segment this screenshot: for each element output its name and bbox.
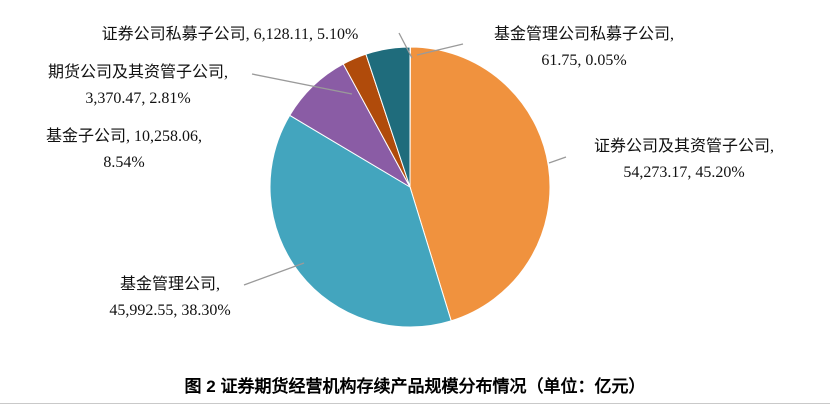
label-line: 证券公司及其资管子公司, xyxy=(593,138,774,155)
label-line: 基金子公司, 10,258.06, xyxy=(45,128,202,145)
label-line: 证券公司私募子公司, 6,128.11, 5.10% xyxy=(101,26,359,43)
leader-line-fund-pe xyxy=(416,43,464,56)
pie-slices xyxy=(269,46,551,328)
slice-label-fund-management: 基金管理公司, 45,992.55, 38.30% xyxy=(86,272,254,324)
leader-line-securities xyxy=(548,156,567,164)
slice-label-futures-companies: 期货公司及其资管子公司, 3,370.47, 2.81% xyxy=(26,60,250,112)
label-line: 期货公司及其资管子公司, xyxy=(47,64,228,81)
slice-label-fund-pe-subsidiary: 基金管理公司私募子公司, 61.75, 0.05% xyxy=(460,22,708,74)
pie-slice-3 xyxy=(269,114,452,328)
figure-caption: 图 2 证券期货经营机构存续产品规模分布情况（单位：亿元） xyxy=(184,377,646,396)
label-line: 基金管理公司私募子公司, xyxy=(493,26,674,43)
leader-lines xyxy=(243,32,567,286)
label-line: 3,370.47, 2.81% xyxy=(85,90,191,107)
slice-label-fund-subsidiary: 基金子公司, 10,258.06, 8.54% xyxy=(26,124,222,176)
page-divider xyxy=(0,403,830,404)
slice-label-securities-pe-subsidiary: 证券公司私募子公司, 6,128.11, 5.10% xyxy=(60,22,400,48)
label-line: 61.75, 0.05% xyxy=(541,52,627,69)
pie-chart-svg xyxy=(243,32,567,328)
label-line: 8.54% xyxy=(103,154,145,171)
leader-line-securities-pe xyxy=(398,32,413,59)
leader-line-fund-mgmt xyxy=(243,262,305,286)
slice-label-securities-companies: 证券公司及其资管子公司, 54,273.17, 45.20% xyxy=(558,134,810,186)
pie-slice-2 xyxy=(409,46,551,322)
label-line: 基金管理公司, xyxy=(119,276,220,293)
label-line: 54,273.17, 45.20% xyxy=(623,164,745,181)
leader-line-futures xyxy=(251,73,353,95)
pie-slice-6 xyxy=(365,46,411,188)
label-line: 45,992.55, 38.30% xyxy=(109,302,231,319)
